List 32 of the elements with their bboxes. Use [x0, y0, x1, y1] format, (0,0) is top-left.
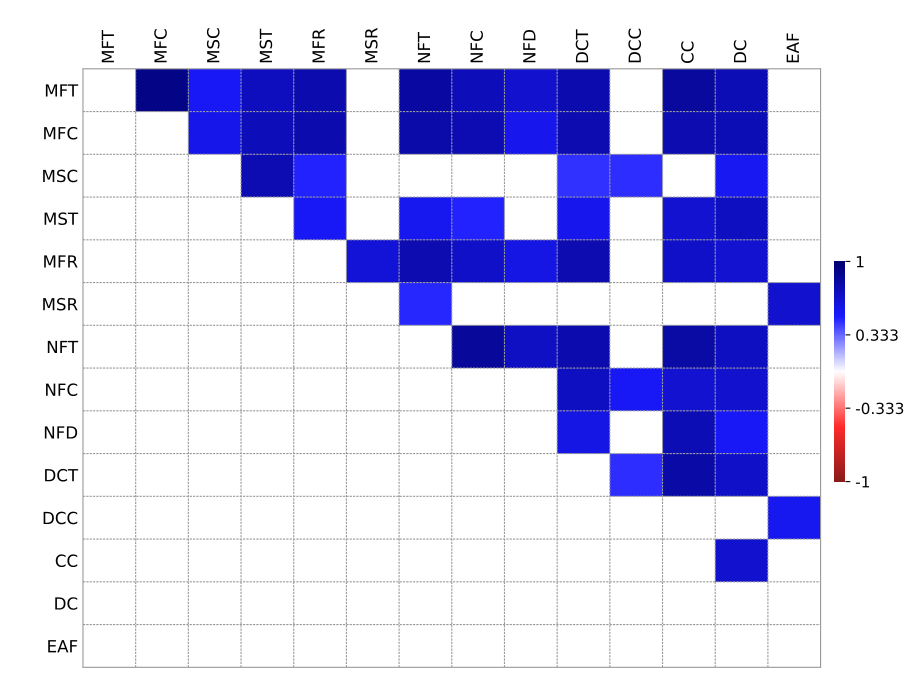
y-tick-label: MFC	[44, 126, 78, 140]
y-tick-label: DCC	[44, 512, 78, 524]
x-tick-label: MFR	[312, 28, 325, 62]
y-tick-label: MST	[44, 212, 78, 226]
y-tick-label: NFT	[48, 340, 78, 354]
y-tick-label: MSR	[43, 298, 78, 311]
y-tick-label: DCT	[45, 468, 78, 482]
y-tick-label: NFC	[46, 383, 78, 396]
x-tick-label: CC	[681, 42, 694, 64]
x-tick-label: NFC	[470, 31, 483, 62]
x-tick-label: DCC	[628, 28, 642, 62]
x-tick-label: DC	[734, 40, 746, 62]
color-bar-label: 0.333	[856, 329, 898, 341]
x-tick-label: EAF	[786, 33, 799, 62]
color-bar-label: -1	[856, 476, 870, 488]
x-tick-label: MFT	[102, 30, 114, 62]
color-bar-label: -0.333	[856, 402, 904, 414]
y-tick-label: MFR	[44, 255, 78, 268]
y-tick-label: MFT	[46, 84, 78, 97]
x-tick-label: NFD	[523, 30, 536, 62]
color-bar-label: 1	[856, 256, 864, 268]
y-tick-label: NFD	[44, 426, 78, 439]
y-tick-label: CC	[56, 554, 78, 568]
x-tick-label: MSC	[206, 28, 220, 62]
y-tick-label: EAF	[48, 640, 78, 652]
x-tick-label: MFC	[154, 29, 167, 62]
y-tick-label: MSC	[43, 170, 78, 182]
x-tick-label: MST	[260, 28, 272, 62]
y-tick-label: DC	[55, 597, 78, 610]
x-tick-label: MSR	[364, 28, 378, 62]
x-tick-label: DCT	[576, 29, 588, 62]
x-tick-label: NFT	[418, 32, 430, 62]
